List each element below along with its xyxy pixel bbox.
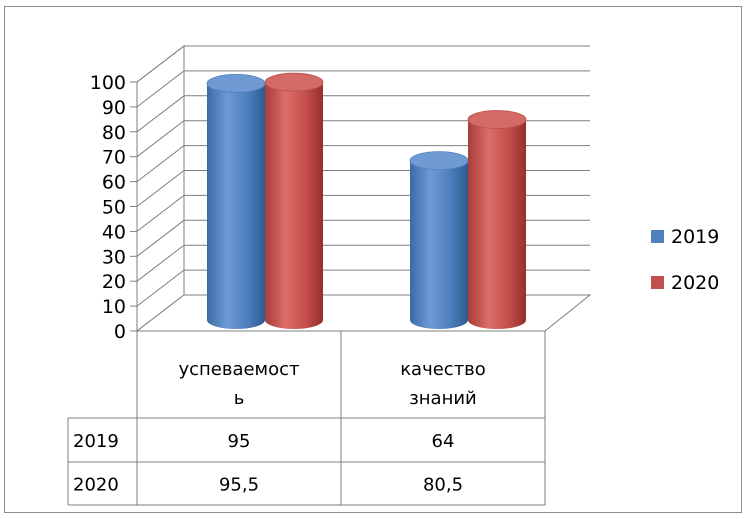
chart-frame (4, 6, 742, 513)
bar-2020-1 (467, 110, 527, 330)
legend-swatch-2019 (651, 230, 664, 243)
bar-body (265, 82, 323, 329)
y-tick-label: 40 (102, 221, 126, 243)
bar-body (207, 83, 265, 329)
bar-top (206, 74, 266, 93)
gridline (136, 70, 590, 108)
y-tick-label: 100 (90, 72, 126, 94)
table-cell: 64 (432, 431, 455, 452)
legend-label-2020: 2020 (671, 272, 719, 294)
gridline (136, 120, 590, 158)
category-label: качество (400, 359, 486, 380)
table-row-header: 2019 (73, 431, 119, 452)
bar-top (467, 110, 527, 129)
bars (206, 72, 527, 330)
bar-top (409, 151, 469, 171)
bar-2019-1 (409, 151, 469, 329)
table-cell: 95 (228, 431, 251, 452)
bar-body (468, 119, 526, 330)
category-label: ь (234, 388, 245, 409)
bar-2020-0 (264, 72, 324, 329)
category-label: знаний (409, 388, 477, 409)
bar-2019-0 (206, 74, 266, 329)
y-tick-label: 90 (102, 97, 126, 119)
y-tick-label: 50 (102, 197, 126, 219)
gridline (136, 45, 590, 83)
y-tick-label: 70 (102, 147, 126, 169)
bar-top (264, 72, 324, 92)
legend: 2019 2020 (651, 226, 719, 294)
y-tick-label: 10 (102, 296, 126, 318)
gridline (136, 95, 590, 133)
category-label: успеваемост (178, 359, 299, 380)
y-tick-label: 0 (114, 321, 126, 343)
y-tick-label: 20 (102, 271, 126, 293)
bar-body (410, 160, 468, 329)
y-tick-label: 30 (102, 246, 126, 268)
gridline (136, 145, 590, 182)
y-tick-label: 80 (102, 122, 126, 144)
table-cell: 80,5 (423, 475, 463, 496)
table-row-header: 2020 (73, 475, 119, 496)
y-tick-label: 60 (102, 172, 126, 194)
legend-label-2019: 2019 (671, 226, 719, 248)
legend-swatch-2020 (651, 276, 664, 289)
data-table: успеваемост ь качество знаний 2019 95 64 2020 95… (67, 331, 546, 506)
table-cell: 95,5 (219, 475, 259, 496)
